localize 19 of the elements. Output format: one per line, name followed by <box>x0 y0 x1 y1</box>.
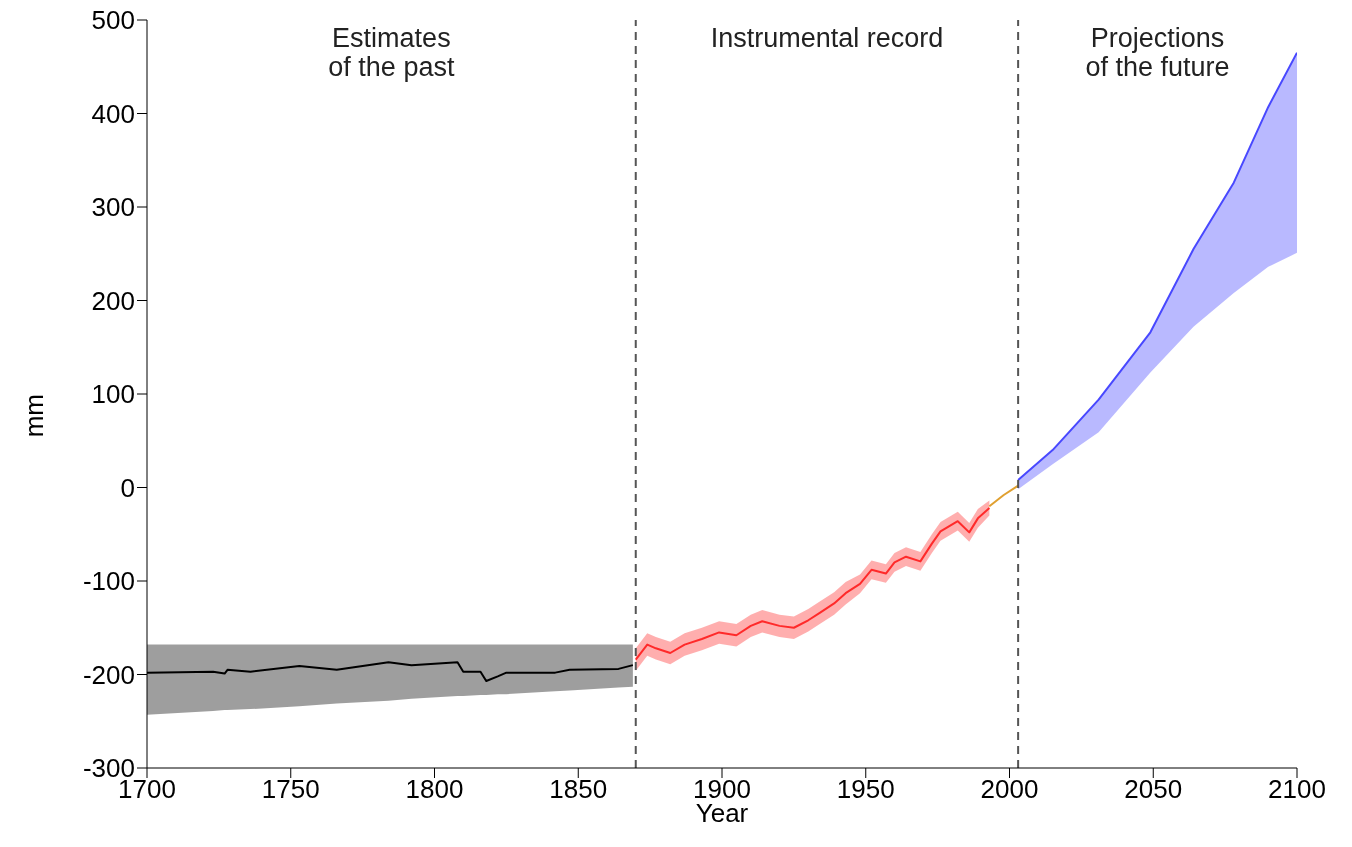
y-tick-label: 400 <box>91 98 135 129</box>
annotation: Instrumental record <box>709 23 945 53</box>
annotation: Estimates of the past <box>327 23 456 82</box>
y-tick-label: 100 <box>91 379 135 410</box>
x-tick-label: 2000 <box>980 774 1039 805</box>
x-tick-label: 1800 <box>405 774 464 805</box>
y-tick-label: 500 <box>91 5 135 36</box>
x-tick-label: 1850 <box>549 774 608 805</box>
x-tick-label: 2100 <box>1268 774 1326 805</box>
x-tick-label: 2050 <box>1124 774 1183 805</box>
y-axis-title: mm <box>19 394 50 438</box>
y-tick-label: 300 <box>91 192 135 223</box>
y-tick-label: 0 <box>120 472 135 503</box>
y-tick-label: -100 <box>82 566 135 597</box>
annotation: Projections of the future <box>1084 23 1231 82</box>
y-tick-label: 200 <box>91 285 135 316</box>
y-tick-label: -200 <box>82 659 135 690</box>
x-tick-label: 1950 <box>836 774 895 805</box>
x-tick-label: 1750 <box>261 774 320 805</box>
